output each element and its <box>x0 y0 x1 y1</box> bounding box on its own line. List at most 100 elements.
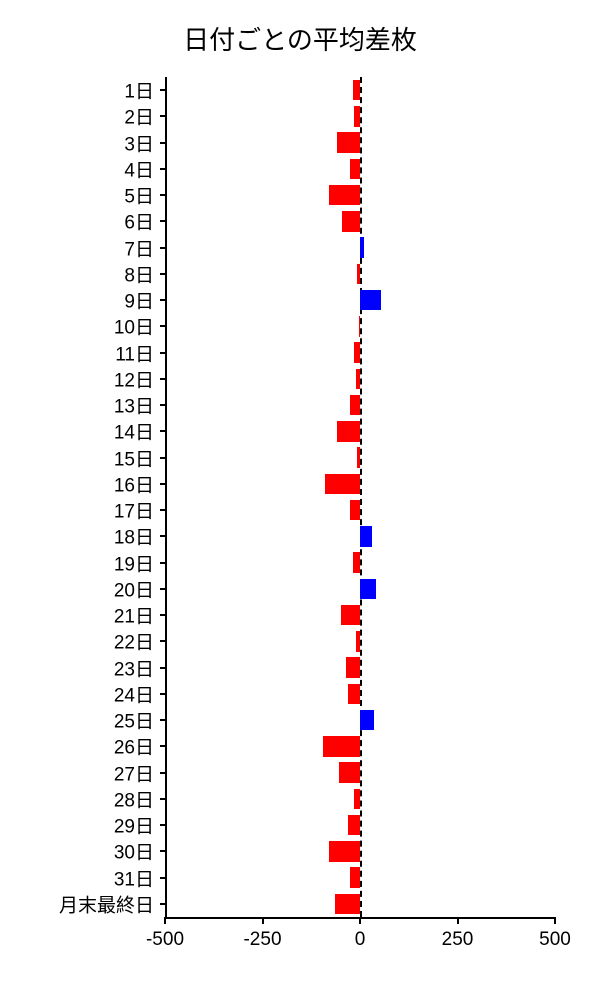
x-tick <box>262 917 264 924</box>
y-axis-category-label: 2日 <box>124 103 154 130</box>
bar <box>353 80 360 100</box>
bar <box>329 841 360 861</box>
y-tick <box>160 667 167 669</box>
bars-area <box>165 77 555 917</box>
bar <box>342 211 360 231</box>
y-axis-category-label: 9日 <box>124 287 154 314</box>
x-axis-tick-label: 250 <box>442 929 474 951</box>
y-axis-category-label: 26日 <box>114 733 154 760</box>
x-tick <box>164 917 166 924</box>
y-tick <box>160 693 167 695</box>
bar <box>354 789 360 809</box>
y-tick <box>160 877 167 879</box>
y-axis-category-label: 6日 <box>124 208 154 235</box>
bar <box>337 421 360 441</box>
chart-container: 日付ごとの平均差枚 1日2日3日4日5日6日7日8日9日10日11日12日13日… <box>20 20 580 980</box>
y-tick <box>160 247 167 249</box>
y-tick <box>160 457 167 459</box>
bar <box>339 762 360 782</box>
bar <box>360 290 381 310</box>
y-axis-category-label: 23日 <box>114 654 154 681</box>
y-axis-category-label: 5日 <box>124 182 154 209</box>
y-tick <box>160 903 167 905</box>
y-axis-category-label: 14日 <box>114 418 154 445</box>
y-tick <box>160 142 167 144</box>
y-axis-category-label: 22日 <box>114 628 154 655</box>
bar <box>360 526 372 546</box>
y-tick <box>160 404 167 406</box>
zero-line <box>360 77 362 917</box>
y-tick <box>160 378 167 380</box>
x-axis-tick-label: 500 <box>539 929 571 951</box>
bar <box>335 894 360 914</box>
bar <box>350 159 360 179</box>
bar <box>350 395 360 415</box>
bar <box>325 474 360 494</box>
y-tick <box>160 798 167 800</box>
y-tick <box>160 325 167 327</box>
x-tick <box>359 917 361 924</box>
bar <box>350 500 360 520</box>
bar <box>329 185 360 205</box>
bar <box>356 631 360 651</box>
y-axis-category-label: 10日 <box>114 313 154 340</box>
y-axis-category-label: 29日 <box>114 812 154 839</box>
bar <box>346 657 360 677</box>
y-tick <box>160 430 167 432</box>
y-axis-labels: 1日2日3日4日5日6日7日8日9日10日11日12日13日14日15日16日1… <box>20 77 160 917</box>
y-tick <box>160 824 167 826</box>
y-tick <box>160 273 167 275</box>
y-axis-category-label: 3日 <box>124 129 154 156</box>
x-axis-tick-label: -250 <box>243 929 281 951</box>
y-tick <box>160 745 167 747</box>
bar <box>353 552 360 572</box>
bar <box>360 237 364 257</box>
y-axis-category-label: 7日 <box>124 234 154 261</box>
y-tick <box>160 352 167 354</box>
y-tick <box>160 509 167 511</box>
x-axis-tick-label: -500 <box>146 929 184 951</box>
x-tick <box>554 917 556 924</box>
bar <box>337 132 360 152</box>
y-axis-category-label: 17日 <box>114 497 154 524</box>
y-tick <box>160 115 167 117</box>
y-axis-category-label: 24日 <box>114 680 154 707</box>
plot-area: 1日2日3日4日5日6日7日8日9日10日11日12日13日14日15日16日1… <box>20 67 580 947</box>
y-axis-category-label: 8日 <box>124 260 154 287</box>
bar <box>323 736 360 756</box>
y-tick <box>160 719 167 721</box>
bar <box>357 264 360 284</box>
y-tick <box>160 168 167 170</box>
y-tick <box>160 614 167 616</box>
y-tick <box>160 89 167 91</box>
x-tick <box>457 917 459 924</box>
y-axis-category-label: 4日 <box>124 155 154 182</box>
y-tick <box>160 588 167 590</box>
y-tick <box>160 299 167 301</box>
y-tick <box>160 535 167 537</box>
y-axis-category-label: 31日 <box>114 864 154 891</box>
x-axis-tick-label: 0 <box>355 929 366 951</box>
y-axis-category-label: 27日 <box>114 759 154 786</box>
y-axis-category-label: 16日 <box>114 470 154 497</box>
y-tick <box>160 483 167 485</box>
y-axis-category-label: 21日 <box>114 602 154 629</box>
bar <box>360 579 376 599</box>
bar <box>348 684 360 704</box>
y-tick <box>160 194 167 196</box>
bar <box>354 106 360 126</box>
y-axis-category-label: 30日 <box>114 838 154 865</box>
y-axis-category-label: 13日 <box>114 392 154 419</box>
bar <box>360 710 374 730</box>
y-axis-category-label: 25日 <box>114 707 154 734</box>
y-tick <box>160 850 167 852</box>
chart-title: 日付ごとの平均差枚 <box>20 20 580 57</box>
bar <box>359 316 360 336</box>
bar <box>354 342 360 362</box>
y-axis-category-label: 12日 <box>114 365 154 392</box>
bar <box>357 447 360 467</box>
y-axis-category-label: 月末最終日 <box>59 890 154 917</box>
bar <box>350 867 360 887</box>
y-axis-category-label: 15日 <box>114 444 154 471</box>
y-tick <box>160 220 167 222</box>
